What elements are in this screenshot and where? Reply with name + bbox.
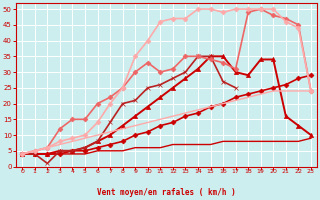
X-axis label: Vent moyen/en rafales ( km/h ): Vent moyen/en rafales ( km/h ) [97, 188, 236, 197]
